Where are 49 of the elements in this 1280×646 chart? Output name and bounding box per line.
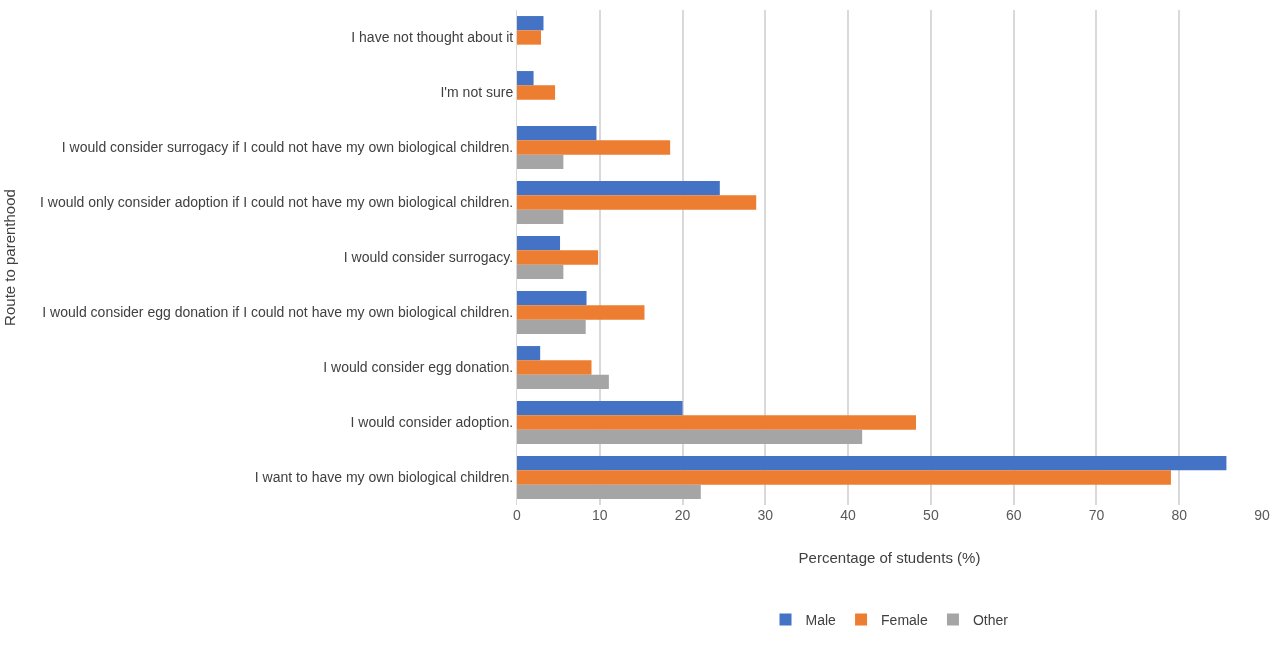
bar bbox=[517, 305, 645, 320]
bar bbox=[517, 401, 683, 416]
bar bbox=[517, 195, 757, 210]
bar bbox=[517, 346, 541, 361]
y-tick-label: I would only consider adoption if I could not have my own biological children. bbox=[40, 194, 514, 211]
bar bbox=[517, 415, 916, 430]
x-tick-label: 70 bbox=[1088, 507, 1105, 523]
x-tick-label: 20 bbox=[674, 507, 691, 523]
y-tick-label: I would consider egg donation. bbox=[323, 359, 514, 376]
bar bbox=[517, 140, 671, 155]
legend-label: Other bbox=[972, 612, 1009, 629]
bar bbox=[517, 209, 564, 224]
x-tick-label: 60 bbox=[1005, 507, 1022, 523]
bar bbox=[517, 484, 701, 499]
x-tick-label: 30 bbox=[757, 507, 774, 523]
bar bbox=[517, 154, 564, 169]
bar bbox=[517, 85, 556, 100]
bar bbox=[517, 250, 599, 265]
bar bbox=[517, 429, 863, 444]
y-tick-label: I want to have my own biological children. bbox=[254, 469, 514, 486]
bar bbox=[517, 126, 597, 141]
y-tick-label: I would consider surrogacy. bbox=[343, 249, 514, 266]
x-tick-label: 50 bbox=[923, 507, 939, 523]
bar bbox=[517, 456, 1227, 471]
y-tick-label: I would consider surrogacy if I could not have my own biological children. bbox=[61, 139, 514, 156]
bar bbox=[517, 374, 609, 389]
bar bbox=[517, 181, 720, 196]
y-tick-label: I have not thought about it bbox=[351, 29, 514, 46]
bar bbox=[517, 16, 544, 31]
y-tick-label: I would consider egg donation if I could not have my own biological children. bbox=[42, 304, 514, 321]
x-tick-label: 40 bbox=[840, 507, 857, 523]
x-tick-label: 80 bbox=[1171, 507, 1188, 523]
x-tick-label: 90 bbox=[1254, 507, 1270, 523]
bar bbox=[517, 360, 592, 375]
bar bbox=[517, 319, 586, 334]
x-tick-label: 0 bbox=[513, 507, 522, 523]
bar bbox=[517, 264, 564, 279]
x-axis-title: Percentage of students (%) bbox=[798, 549, 981, 566]
legend-label: Male bbox=[805, 612, 837, 629]
bar bbox=[517, 236, 561, 251]
legend-label: Female bbox=[881, 612, 928, 629]
x-tick-label: 10 bbox=[591, 507, 608, 523]
bar bbox=[517, 470, 1171, 485]
bar bbox=[517, 30, 542, 45]
bar bbox=[517, 291, 587, 306]
y-tick-label: I'm not sure bbox=[440, 84, 514, 101]
y-axis-title: Route to parenthood bbox=[1, 189, 19, 326]
y-tick-label: I would consider adoption. bbox=[350, 414, 514, 431]
bar bbox=[517, 71, 534, 86]
